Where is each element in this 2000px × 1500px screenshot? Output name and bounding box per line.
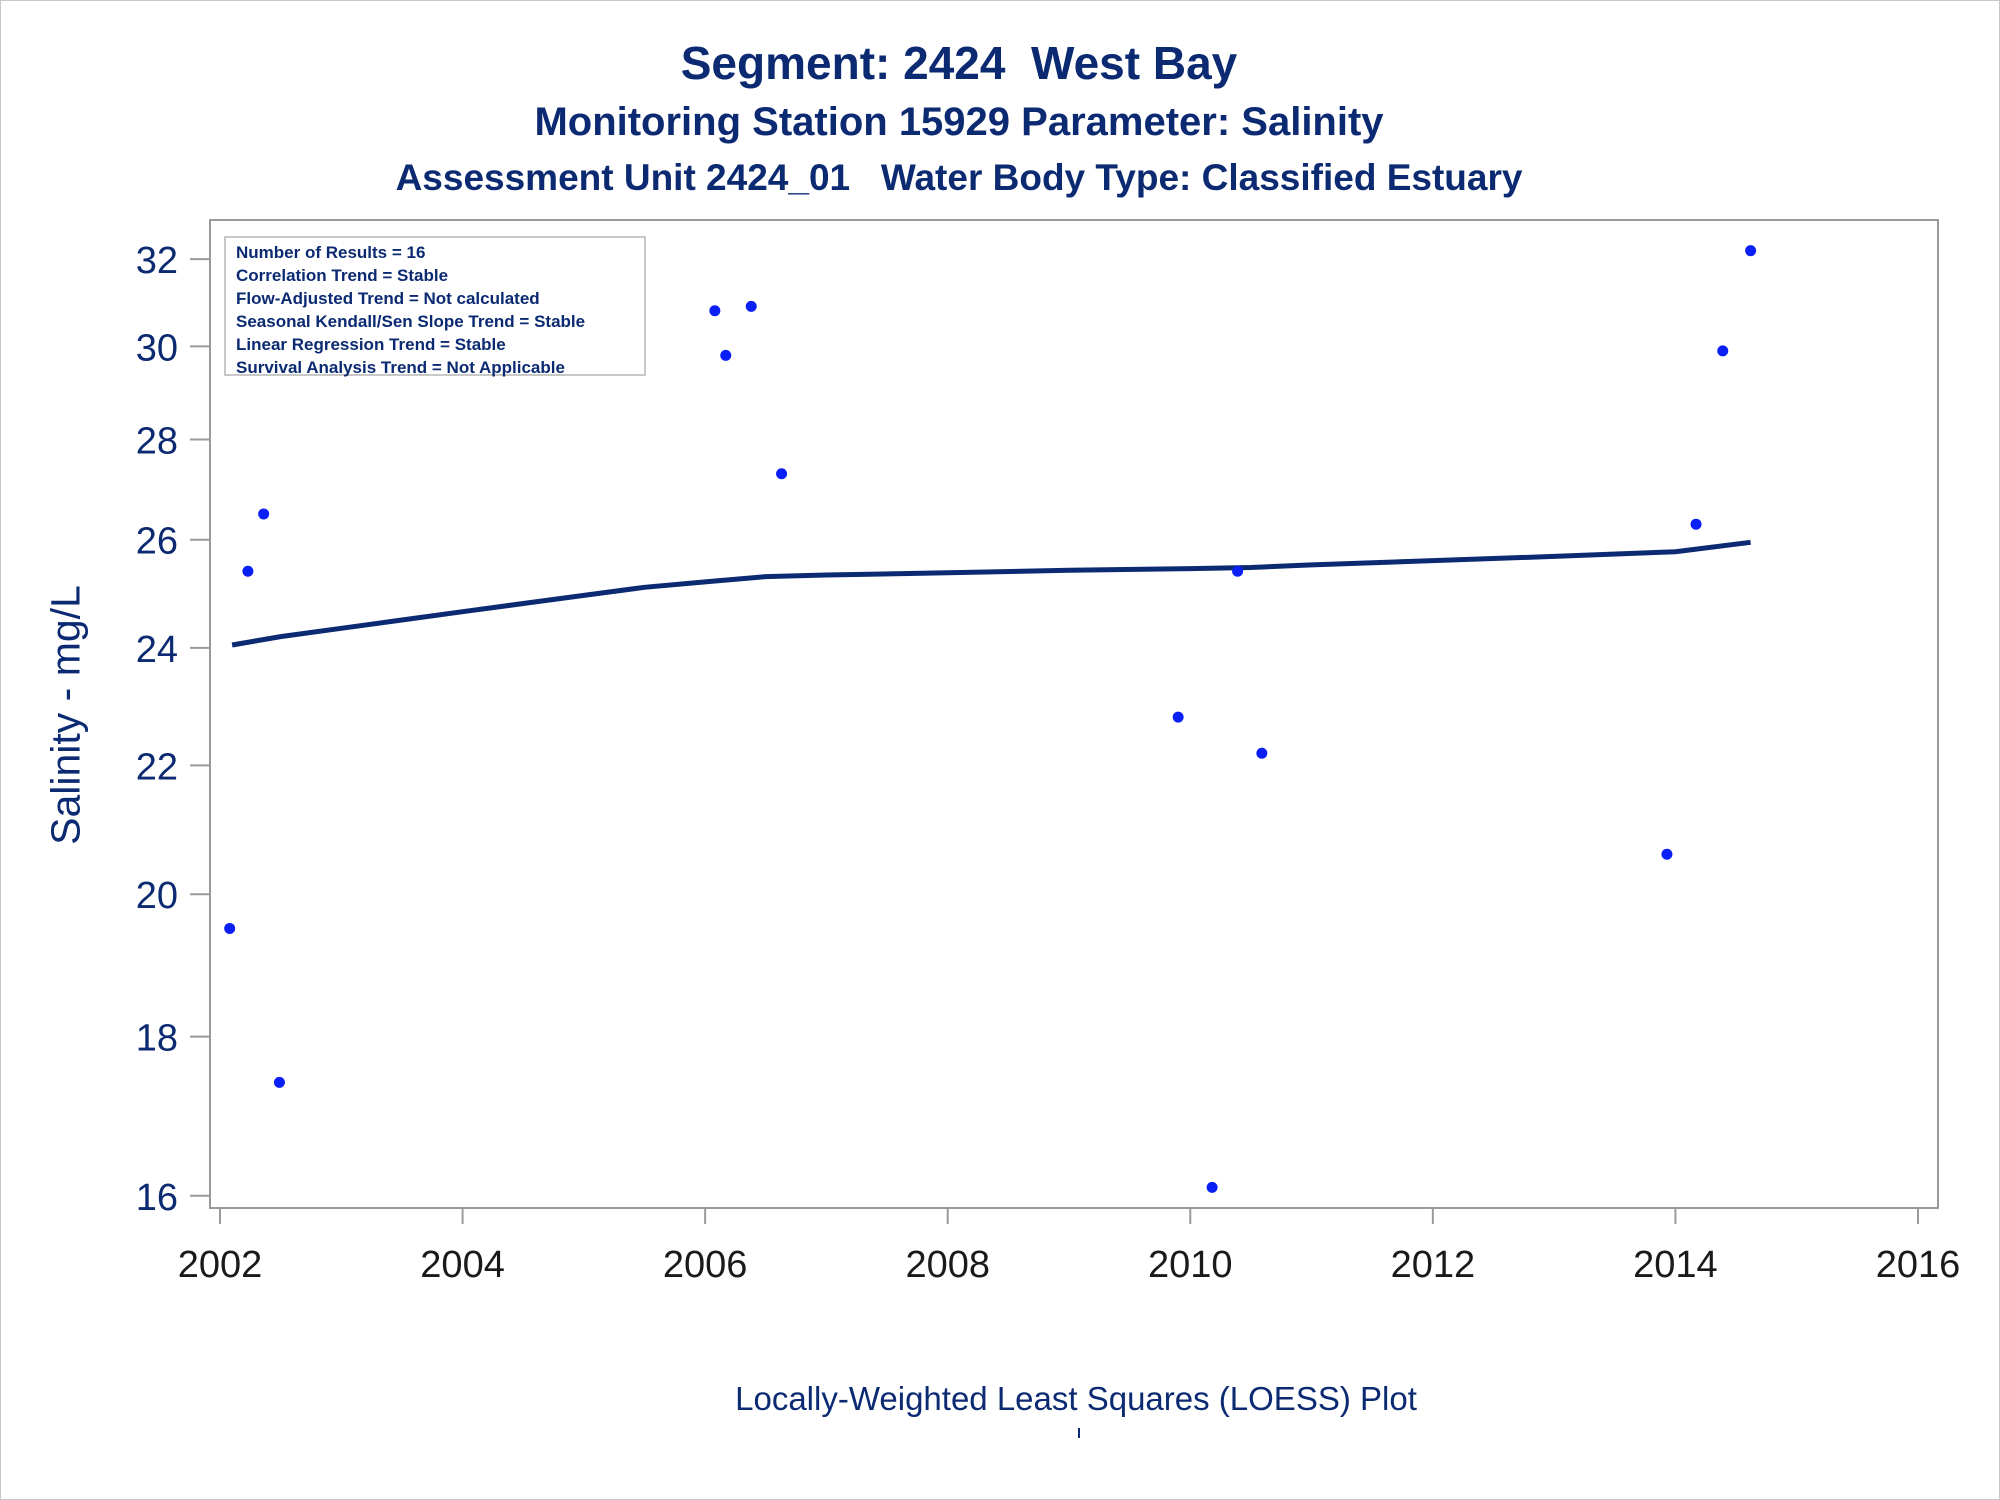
data-point bbox=[1256, 747, 1268, 759]
trend-line-flow-adjusted: Flow-Adjusted Trend = Not calculated bbox=[236, 289, 540, 308]
data-point bbox=[1206, 1181, 1218, 1193]
y-tick-label: 18 bbox=[136, 1018, 178, 1060]
x-tick-label: 2006 bbox=[663, 1244, 748, 1286]
trend-line-linear-regression: Linear Regression Trend = Stable bbox=[236, 335, 506, 354]
y-tick-label: 26 bbox=[136, 521, 178, 563]
trend-line-correlation: Correlation Trend = Stable bbox=[236, 266, 449, 285]
data-points bbox=[224, 245, 1757, 1193]
y-tick-label: 16 bbox=[136, 1177, 178, 1219]
chart-title: Segment: 2424 West Bay bbox=[680, 37, 1238, 89]
y-axis: 16 18 20 22 24 26 28 30 32 bbox=[136, 240, 210, 1219]
y-axis-label: Salinity - mg/L bbox=[42, 585, 89, 845]
data-point bbox=[1232, 565, 1244, 577]
x-tick-label: 2008 bbox=[905, 1244, 990, 1286]
x-tick-label: 2012 bbox=[1391, 1244, 1476, 1286]
x-tick-label: 2010 bbox=[1148, 1244, 1233, 1286]
data-point bbox=[709, 305, 721, 317]
loess-line bbox=[231, 539, 1751, 648]
y-tick-label: 20 bbox=[136, 875, 178, 917]
plot-border bbox=[209, 219, 1939, 1209]
data-point bbox=[776, 468, 788, 480]
data-point bbox=[1745, 245, 1757, 257]
data-point bbox=[1172, 711, 1184, 723]
footnote-tick-mark bbox=[1078, 1428, 1080, 1438]
data-point bbox=[1661, 848, 1673, 860]
data-point bbox=[242, 565, 254, 577]
data-point bbox=[1690, 518, 1702, 530]
x-tick-label: 2002 bbox=[178, 1244, 263, 1286]
x-axis: 2002 2004 2006 2008 2010 2012 2014 2016 bbox=[178, 1208, 1961, 1286]
data-point bbox=[1717, 345, 1729, 357]
trend-line-seasonal-kendall: Seasonal Kendall/Sen Slope Trend = Stabl… bbox=[236, 312, 586, 331]
y-tick-label: 32 bbox=[136, 240, 178, 282]
y-tick-label: 22 bbox=[136, 746, 178, 788]
y-tick-label: 30 bbox=[136, 327, 178, 369]
x-tick-label: 2014 bbox=[1633, 1244, 1718, 1286]
chart-subtitle-station: Monitoring Station 15929 Parameter: Sali… bbox=[534, 100, 1384, 144]
y-tick-label: 28 bbox=[136, 421, 178, 463]
data-point bbox=[224, 922, 236, 934]
y-tick-label: 24 bbox=[136, 629, 178, 671]
trend-line-survival: Survival Analysis Trend = Not Applicable bbox=[236, 358, 565, 377]
data-point bbox=[745, 300, 757, 312]
data-point bbox=[258, 508, 270, 520]
data-point bbox=[273, 1076, 285, 1088]
plot-footnote: Locally-Weighted Least Squares (LOESS) P… bbox=[735, 1380, 1417, 1417]
data-point bbox=[720, 349, 732, 361]
chart-subtitle-assessment: Assessment Unit 2424_01 Water Body Type:… bbox=[395, 157, 1523, 198]
x-tick-label: 2004 bbox=[420, 1244, 505, 1286]
x-tick-label: 2016 bbox=[1876, 1244, 1961, 1286]
trend-summary-box: Number of Results = 16 Correlation Trend… bbox=[224, 236, 646, 377]
trend-line-results: Number of Results = 16 bbox=[236, 243, 426, 262]
